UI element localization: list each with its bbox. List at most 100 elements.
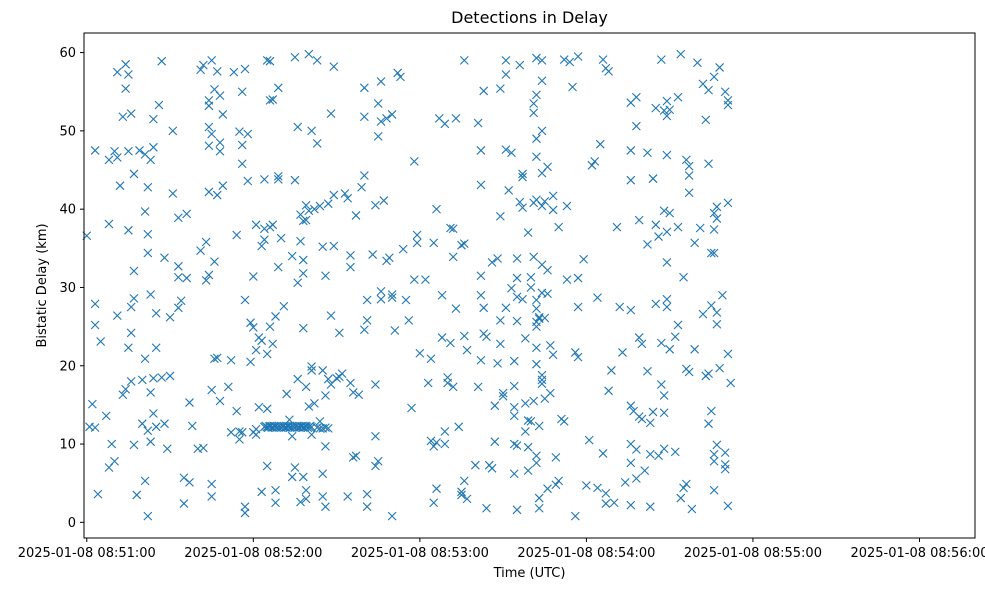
data-point [257,336,267,346]
data-point [532,451,541,461]
data-point [176,296,186,306]
data-point [662,111,672,121]
data-point [271,312,280,321]
data-point [559,55,569,65]
data-point [215,146,225,156]
data-point [426,354,436,364]
data-point [107,439,117,449]
data-point [476,355,486,365]
data-point [329,190,339,200]
data-point [287,472,297,482]
data-point [679,483,688,493]
data-point [518,203,527,212]
data-point [601,499,611,508]
data-point [598,55,608,65]
data-point [118,390,128,400]
data-point [429,442,439,451]
data-point [709,208,719,218]
data-point [573,352,583,362]
data-point [151,422,161,432]
data-point [554,476,564,486]
data-point [612,222,622,232]
data-point [440,439,450,449]
data-point [626,175,636,185]
data-point [149,373,158,383]
data-point [262,461,272,471]
data-point [268,339,278,349]
data-point [651,103,661,113]
data-point [706,248,716,258]
data-point [545,388,555,398]
data-point [262,404,272,414]
plot-markers [82,49,736,521]
data-point [537,375,547,385]
data-point [676,493,686,503]
data-point [520,398,530,408]
data-point [515,197,525,207]
data-point [179,499,189,508]
data-point [709,449,719,459]
data-point [604,66,613,76]
data-point [301,382,311,392]
data-point [204,270,214,280]
data-point [670,447,680,457]
data-point [498,391,508,401]
data-point [532,458,541,468]
data-point [260,175,269,184]
data-point [495,339,505,349]
data-point [515,60,525,70]
data-point [143,511,153,521]
data-point [665,344,675,354]
data-point [637,339,647,349]
data-point [326,109,336,119]
data-point [579,254,589,264]
data-point [371,200,380,210]
data-point [562,201,572,211]
data-point [620,478,630,487]
data-point [637,414,647,424]
data-point [240,64,250,74]
data-point [323,199,333,209]
x-tick-label: 2025-01-08 08:51:00 [18,546,156,561]
data-point [459,331,469,341]
data-point [232,406,242,416]
data-point [293,122,303,132]
data-point [462,345,472,355]
data-point [573,52,583,61]
data-point [126,302,136,312]
data-point [656,380,666,389]
data-point [343,193,353,203]
data-point [604,386,613,396]
data-point [376,286,386,296]
data-point [723,349,733,359]
data-point [532,343,541,353]
data-point [143,426,153,436]
data-point [351,451,361,461]
data-point [698,309,708,319]
data-point [540,196,550,206]
data-point [715,363,725,373]
data-point [382,113,391,123]
data-point [359,171,369,180]
data-point [373,456,383,466]
data-point [173,261,183,271]
data-point [173,213,183,223]
data-point [509,411,519,421]
data-point [609,498,619,508]
data-point [115,181,125,191]
data-point [501,56,511,65]
data-point [570,511,580,521]
data-point [509,356,519,366]
data-point [573,302,583,312]
data-point [126,328,136,338]
y-tick-label: 30 [59,281,76,296]
data-point [212,66,222,76]
data-point [482,503,491,513]
data-point [137,375,147,385]
data-point [526,283,536,292]
data-point [426,436,436,446]
data-point [490,401,500,411]
data-point [443,373,453,382]
data-point [401,295,411,305]
data-point [362,295,372,305]
